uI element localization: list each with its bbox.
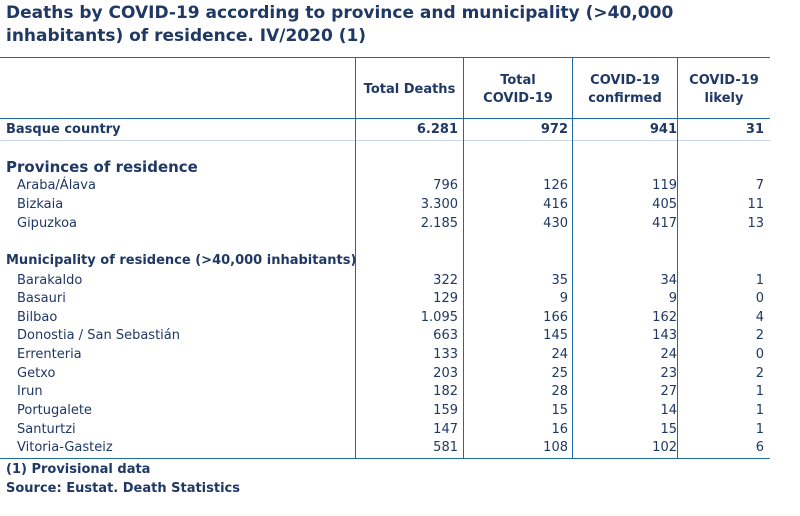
- table-row: Donostia / San Sebastián 663 145 143 2: [17, 328, 764, 343]
- col-header-total-covid: Total COVID-19: [483, 73, 553, 106]
- col-header-likely: COVID-19 likely: [689, 73, 759, 106]
- header-bottom-rule: [0, 118, 770, 119]
- source-note: Source: Eustat. Death Statistics: [6, 481, 240, 496]
- table-row: Santurtzi 147 16 15 1: [17, 422, 764, 437]
- section-municipalities: Municipality of residence (>40,000 inhab…: [6, 253, 357, 268]
- table-row: Irun 182 28 27 1: [17, 384, 764, 399]
- col-divider-2: [463, 57, 464, 458]
- section-provinces: Provinces of residence: [6, 158, 198, 176]
- table-row: Bilbao 1.095 166 162 4: [17, 310, 764, 325]
- table-row: Basauri 129 9 9 0: [17, 291, 764, 306]
- footnote: (1) Provisional data: [6, 462, 151, 477]
- col-header-total-deaths: Total Deaths: [363, 82, 456, 97]
- col-header-confirmed: COVID-19 confirmed: [588, 73, 662, 106]
- table-row: Araba/Álava 796 126 119 7: [17, 178, 764, 193]
- table-row: Errenteria 133 24 24 0: [17, 347, 764, 362]
- table-bottom-rule: [0, 458, 770, 459]
- table-row: Gipuzkoa 2.185 430 417 13: [17, 216, 764, 231]
- basque-row-rule: [0, 140, 770, 141]
- table-row: Getxo 203 25 23 2: [17, 366, 764, 381]
- col-divider-3: [572, 57, 573, 458]
- table-row-basque-country: Basque country 6.281 972 941 31: [6, 122, 764, 137]
- col-divider-1: [355, 57, 356, 458]
- table-row: Vitoria-Gasteiz 581 108 102 6: [17, 440, 764, 455]
- table-row: Barakaldo 322 35 34 1: [17, 273, 764, 288]
- table-row: Portugalete 159 15 14 1: [17, 403, 764, 418]
- col-divider-4: [677, 57, 678, 458]
- header-top-rule: [0, 57, 770, 58]
- table-row: Bizkaia 3.300 416 405 11: [17, 197, 764, 212]
- table-title: Deaths by COVID-19 according to province…: [6, 3, 674, 46]
